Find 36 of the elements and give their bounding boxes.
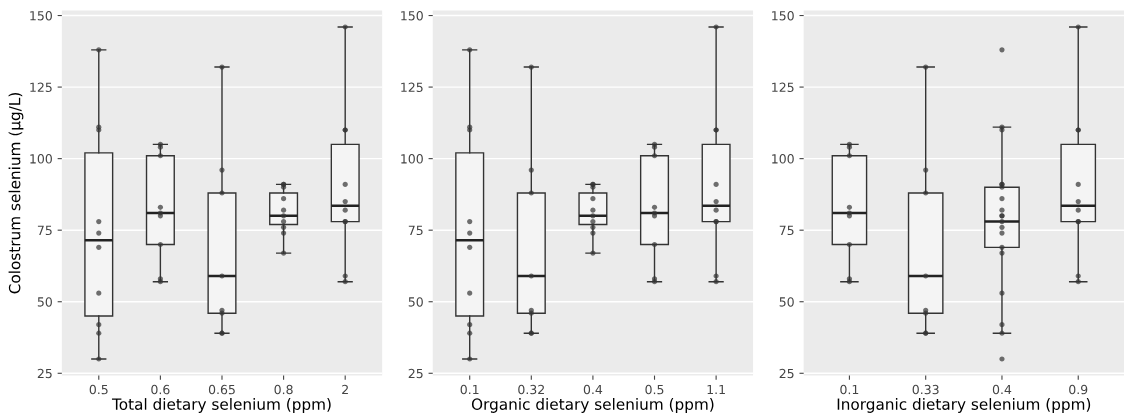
y-tick-label: 150 xyxy=(401,11,423,21)
y-tick-label: 50 xyxy=(779,297,794,307)
y-tick-label: 100 xyxy=(772,154,794,164)
y-tick-label: 100 xyxy=(30,154,52,164)
y-tick-label: 75 xyxy=(408,225,423,236)
x-tick-label: 0.5 xyxy=(89,384,108,395)
y-tick-label: 25 xyxy=(408,368,423,379)
y-tick-label: 125 xyxy=(30,82,52,93)
y-tick-label: 100 xyxy=(401,154,423,164)
x-tick-label: 0.65 xyxy=(208,384,235,395)
x-tick-label: 1.1 xyxy=(707,384,725,395)
x-tick-label: 0.1 xyxy=(460,384,479,395)
x-tick-label: 0.4 xyxy=(583,384,603,395)
y-axis-title: Colostrum selenium (µg/L) xyxy=(8,92,24,294)
x-tick-label: 0.4 xyxy=(992,384,1012,395)
y-tick-label: 125 xyxy=(401,82,423,93)
y-tick-label: 150 xyxy=(30,11,52,21)
y-tick-label: 50 xyxy=(37,297,52,307)
y-tick-label: 25 xyxy=(779,368,794,379)
y-tick-label: 50 xyxy=(408,297,423,307)
x-tick-label: 0.8 xyxy=(274,384,293,395)
x-tick-label: 0.32 xyxy=(518,384,544,395)
y-tick-label: 25 xyxy=(37,368,52,379)
x-axis-title: Total dietary selenium (ppm) xyxy=(111,398,331,413)
y-tick-label: 125 xyxy=(772,82,794,93)
x-tick-label: 0.33 xyxy=(912,384,939,395)
y-tick-label: 75 xyxy=(37,225,52,236)
x-axis-title: Inorganic dietary selenium (ppm) xyxy=(837,398,1091,413)
x-axis-title: Organic dietary selenium (ppm) xyxy=(471,398,714,413)
x-tick-label: 0.9 xyxy=(1069,384,1088,395)
x-tick-label: 0.6 xyxy=(151,384,170,395)
x-tick-label: 2 xyxy=(342,384,348,395)
x-tick-label: 0.5 xyxy=(645,384,664,395)
y-tick-label: 75 xyxy=(779,225,794,236)
x-tick-label: 0.1 xyxy=(840,384,859,395)
y-tick-label: 150 xyxy=(772,11,794,21)
